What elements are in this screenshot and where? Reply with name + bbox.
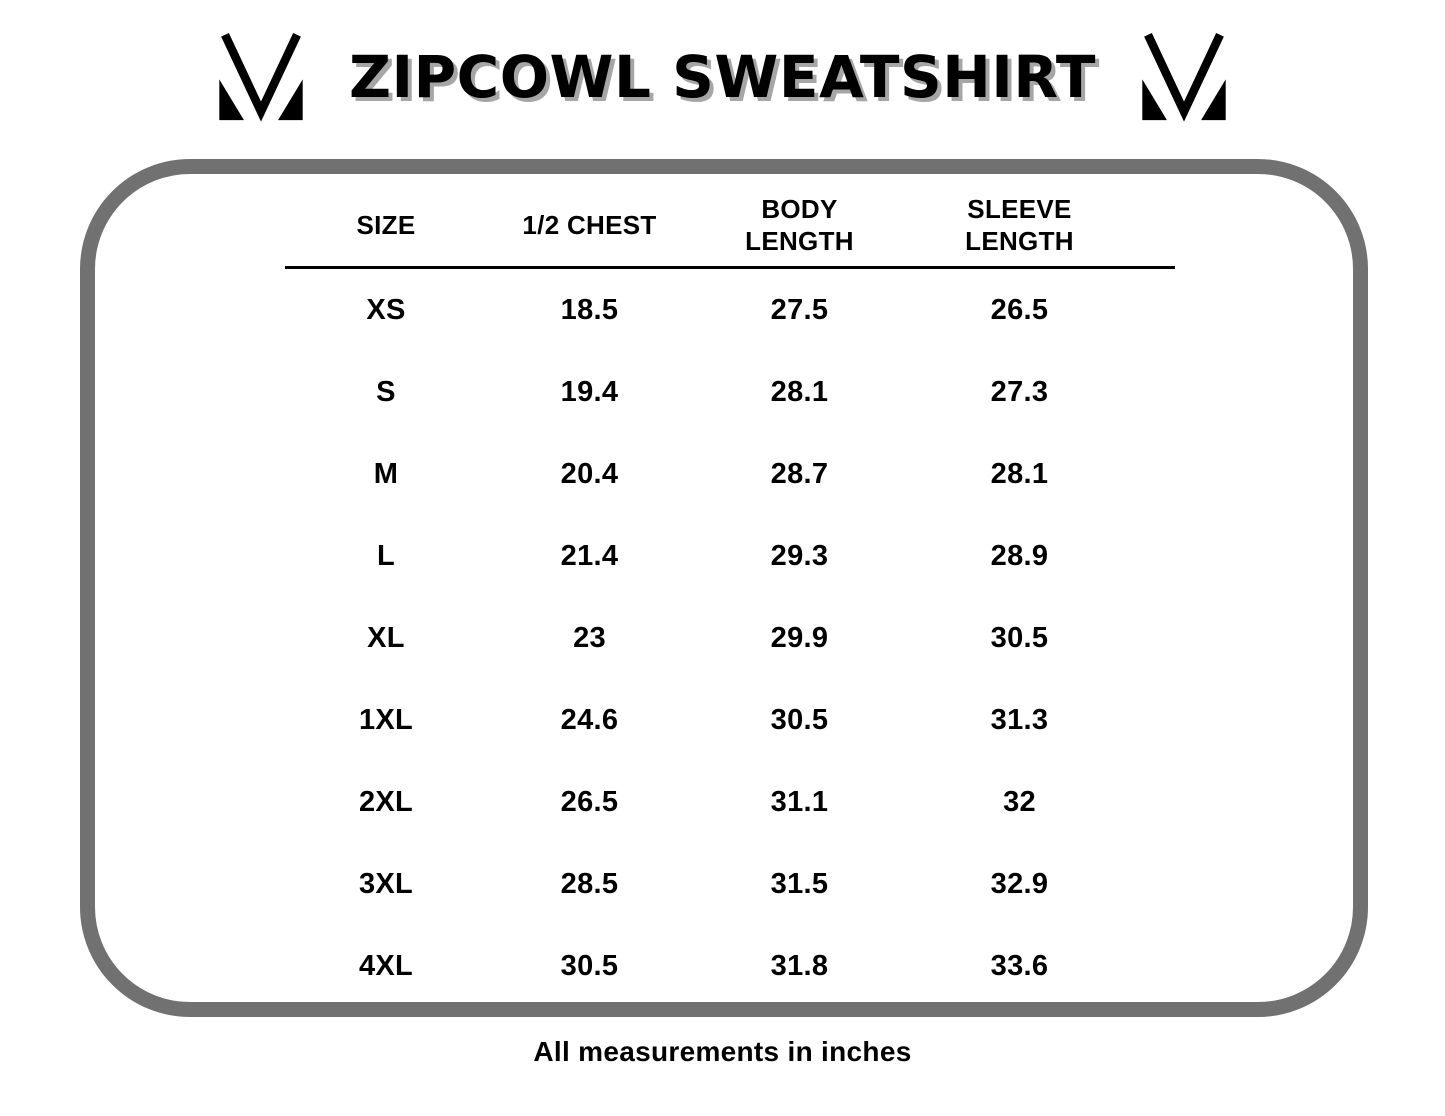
page-title: ZIPCOWL SWEATSHIRT bbox=[349, 43, 1096, 111]
size-label: S bbox=[376, 375, 396, 408]
column-header-label: SLEEVE bbox=[967, 194, 1072, 224]
table-row: XS 18.5 27.5 26.5 bbox=[285, 269, 1175, 351]
measurement-value: 26.5 bbox=[560, 785, 619, 818]
measurement-value: 27.5 bbox=[770, 293, 829, 326]
table-row: 4XL 30.5 31.8 33.6 bbox=[285, 925, 1175, 1007]
measurement-value: 32.9 bbox=[990, 867, 1049, 900]
table-header-row: SIZE 1/2 CHEST BODY LENGTH SLEEVE LENGTH bbox=[285, 186, 1175, 264]
measurement-value: 30.5 bbox=[560, 949, 619, 982]
column-header-label: BODY bbox=[761, 194, 838, 224]
size-label: 1XL bbox=[358, 703, 414, 736]
measurement-value: 26.5 bbox=[990, 293, 1049, 326]
measurement-value: 33.6 bbox=[990, 949, 1049, 982]
table-row: S 19.4 28.1 27.3 bbox=[285, 351, 1175, 433]
column-header-body-length: BODY LENGTH bbox=[692, 193, 907, 257]
column-header-label: 1/2 CHEST bbox=[522, 210, 657, 240]
measurement-value: 29.3 bbox=[770, 539, 829, 572]
measurement-value: 20.4 bbox=[560, 457, 619, 490]
column-header-label: LENGTH bbox=[745, 226, 854, 256]
size-label: M bbox=[373, 457, 399, 490]
measurement-value: 19.4 bbox=[560, 375, 619, 408]
table-row: 2XL 26.5 31.1 32 bbox=[285, 761, 1175, 843]
measurement-value: 27.3 bbox=[990, 375, 1049, 408]
measurement-value: 28.5 bbox=[560, 867, 619, 900]
measurement-value: 32 bbox=[1003, 785, 1036, 818]
measurement-value: 28.9 bbox=[990, 539, 1049, 572]
measurement-value: 30.5 bbox=[990, 621, 1049, 654]
measurement-value: 29.9 bbox=[770, 621, 829, 654]
table-row: 3XL 28.5 31.5 32.9 bbox=[285, 843, 1175, 925]
size-label: 2XL bbox=[358, 785, 414, 818]
measurement-value: 24.6 bbox=[560, 703, 619, 736]
size-label: L bbox=[376, 539, 395, 572]
column-header-label: SIZE bbox=[356, 210, 416, 240]
column-header-half-chest: 1/2 CHEST bbox=[487, 209, 692, 241]
measurements-note: All measurements in inches bbox=[533, 1036, 912, 1067]
table-row: L 21.4 29.3 28.9 bbox=[285, 515, 1175, 597]
header-underline bbox=[285, 266, 1175, 269]
measurement-value: 30.5 bbox=[770, 703, 829, 736]
measurement-value: 28.7 bbox=[770, 457, 829, 490]
size-table: SIZE 1/2 CHEST BODY LENGTH SLEEVE LENGTH… bbox=[285, 186, 1175, 1007]
column-header-sleeve-length: SLEEVE LENGTH bbox=[907, 193, 1132, 257]
measurement-value: 28.1 bbox=[770, 375, 829, 408]
measurement-value: 23 bbox=[573, 621, 606, 654]
measurement-value: 31.3 bbox=[990, 703, 1049, 736]
column-header-size: SIZE bbox=[285, 209, 487, 241]
table-row: 1XL 24.6 30.5 31.3 bbox=[285, 679, 1175, 761]
size-label: XS bbox=[366, 293, 406, 326]
measurement-value: 31.1 bbox=[770, 785, 829, 818]
size-label: 3XL bbox=[358, 867, 414, 900]
measurement-value: 31.5 bbox=[770, 867, 829, 900]
measurement-value: 18.5 bbox=[560, 293, 619, 326]
column-header-label: LENGTH bbox=[965, 226, 1074, 256]
m-monogram-icon bbox=[213, 32, 309, 122]
size-chart-panel bbox=[80, 159, 1368, 1017]
table-row: XL 23 29.9 30.5 bbox=[285, 597, 1175, 679]
table-body: XS 18.5 27.5 26.5 S 19.4 28.1 27.3 M 20.4 28.7 28.1… bbox=[285, 269, 1175, 1007]
measurement-value: 21.4 bbox=[560, 539, 619, 572]
measurement-value: 31.8 bbox=[770, 949, 829, 982]
measurement-value: 28.1 bbox=[990, 457, 1049, 490]
size-label: 4XL bbox=[358, 949, 414, 982]
m-monogram-icon bbox=[1136, 32, 1232, 122]
size-label: XL bbox=[367, 621, 405, 654]
header: ZIPCOWL SWEATSHIRT bbox=[0, 16, 1445, 138]
table-row: M 20.4 28.7 28.1 bbox=[285, 433, 1175, 515]
